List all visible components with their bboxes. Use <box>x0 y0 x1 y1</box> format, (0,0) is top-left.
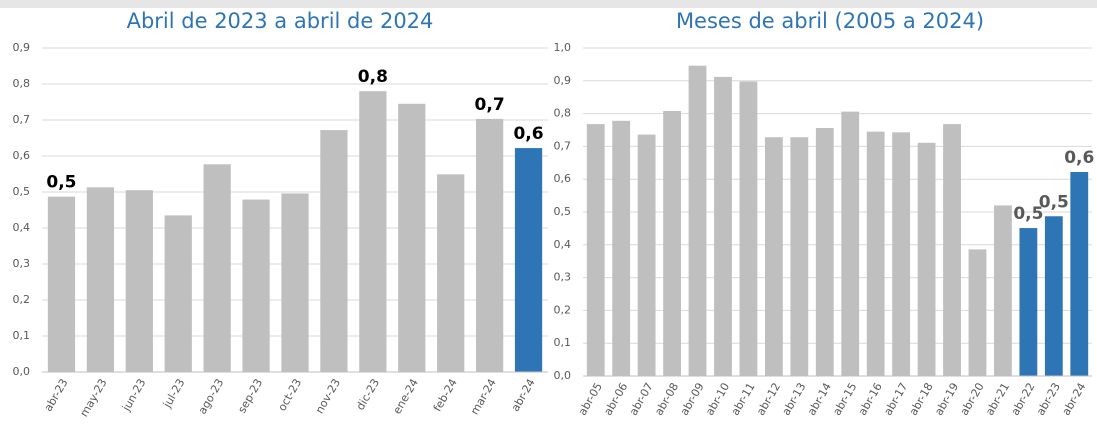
y-tick-label: 0,1 <box>13 329 31 342</box>
x-tick-label: abr-10 <box>703 381 732 418</box>
y-tick-label: 0,3 <box>13 257 31 270</box>
x-tick-label: mar-24 <box>468 376 499 416</box>
x-tick-label: abr-18 <box>907 381 936 418</box>
x-tick-label: abr-14 <box>805 381 834 418</box>
bar <box>688 65 707 376</box>
x-tick-label: abr-20 <box>958 381 987 418</box>
top-band <box>0 0 1097 8</box>
bar <box>1044 216 1063 376</box>
value-label: 0,5 <box>46 173 76 193</box>
bar <box>125 190 153 372</box>
x-tick-label: abr-09 <box>678 381 707 418</box>
x-tick-label: ene-24 <box>390 377 421 417</box>
y-tick-label: 0,6 <box>554 172 572 185</box>
x-tick-label: abr-08 <box>652 381 681 418</box>
bar <box>790 137 809 376</box>
bar <box>514 148 543 372</box>
y-tick-label: 0,9 <box>554 74 572 87</box>
bar <box>1070 171 1089 376</box>
x-tick-label: abr-07 <box>627 381 656 418</box>
bar <box>994 205 1012 376</box>
x-tick-label: abr-05 <box>576 381 605 418</box>
bar <box>359 91 387 372</box>
x-tick-label: abr-19 <box>932 381 961 418</box>
y-tick-label: 0,0 <box>13 365 31 378</box>
chart-title: Abril de 2023 a abril de 2024 <box>127 9 434 33</box>
bar <box>1019 228 1038 376</box>
x-tick-label: abr-21 <box>983 381 1012 418</box>
bar <box>475 118 504 372</box>
bar <box>968 249 987 376</box>
bar <box>917 142 936 376</box>
bar <box>164 215 192 372</box>
y-tick-label: 0,7 <box>13 113 31 126</box>
y-tick-label: 0,2 <box>554 303 572 316</box>
bar <box>242 199 270 372</box>
bar <box>47 196 76 372</box>
y-tick-label: 0,8 <box>554 107 572 120</box>
x-tick-label: feb-24 <box>431 377 460 414</box>
x-tick-label: nov-23 <box>313 377 343 416</box>
y-tick-label: 0,8 <box>13 77 31 90</box>
x-tick-label: abr-13 <box>780 381 809 418</box>
bar <box>320 130 348 372</box>
value-label: 0,5 <box>1039 192 1069 212</box>
bar <box>663 110 681 376</box>
bar <box>815 128 834 376</box>
y-tick-label: 0,5 <box>554 205 572 218</box>
bar <box>637 134 656 376</box>
bar <box>739 81 758 377</box>
x-tick-label: abr-16 <box>856 381 885 418</box>
bar <box>398 103 426 373</box>
x-tick-label: abr-15 <box>830 381 859 418</box>
x-tick-label: abr-23 <box>1034 381 1063 418</box>
bar <box>714 76 732 376</box>
value-label: 0,6 <box>513 124 543 144</box>
bar <box>281 193 309 372</box>
value-label: 0,8 <box>358 67 388 87</box>
bar <box>86 187 115 372</box>
y-tick-label: 0,1 <box>554 336 572 349</box>
y-tick-label: 0,7 <box>554 139 572 152</box>
bar <box>437 174 465 372</box>
x-tick-label: abr-24 <box>509 377 538 414</box>
x-tick-label: jun-23 <box>119 377 148 415</box>
x-tick-label: abr-06 <box>601 381 630 418</box>
y-tick-label: 1,0 <box>554 41 572 54</box>
y-tick-label: 0,5 <box>13 185 31 198</box>
chart-title: Meses de abril (2005 a 2024) <box>676 9 984 33</box>
y-tick-label: 0,3 <box>554 271 572 284</box>
x-tick-label: abr-12 <box>754 381 783 418</box>
bar <box>764 137 783 376</box>
bar <box>841 111 860 376</box>
value-label: 0,6 <box>1064 148 1094 168</box>
x-tick-label: dic-23 <box>354 377 382 413</box>
x-tick-label: jul-23 <box>160 377 187 411</box>
y-tick-label: 0,2 <box>13 293 31 306</box>
value-label: 0,7 <box>475 95 505 115</box>
bar <box>586 124 605 376</box>
y-tick-label: 0,4 <box>13 221 31 234</box>
value-label: 0,5 <box>1013 204 1043 224</box>
x-tick-label: abr-22 <box>1009 381 1038 418</box>
bar <box>866 131 885 376</box>
bar <box>892 132 911 376</box>
bar <box>612 120 631 376</box>
x-tick-label: oct-23 <box>275 377 304 414</box>
x-tick-label: sep-23 <box>235 377 265 416</box>
bar <box>203 164 231 372</box>
y-tick-label: 0,6 <box>13 149 31 162</box>
y-tick-label: 0,4 <box>554 238 572 251</box>
x-tick-label: abr-24 <box>1059 381 1088 418</box>
x-tick-label: may-23 <box>77 377 109 420</box>
y-tick-label: 0,9 <box>13 41 31 54</box>
x-tick-label: abr-11 <box>729 381 758 418</box>
x-tick-label: ago-23 <box>196 377 227 417</box>
x-tick-label: abr-23 <box>42 377 71 414</box>
y-tick-label: 0,0 <box>554 369 572 382</box>
x-tick-label: abr-17 <box>881 381 910 418</box>
bar <box>943 124 961 376</box>
